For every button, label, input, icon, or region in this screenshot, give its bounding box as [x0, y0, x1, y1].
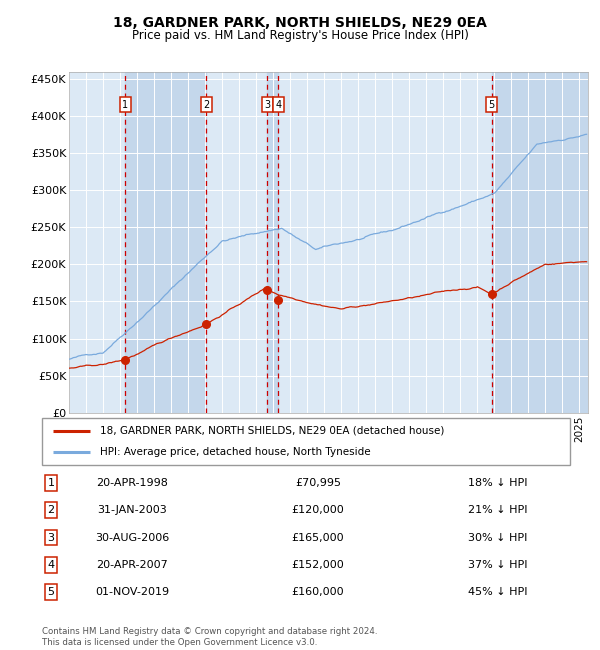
Text: 31-JAN-2003: 31-JAN-2003	[97, 505, 167, 515]
Text: 2: 2	[47, 505, 55, 515]
Text: 4: 4	[47, 560, 55, 570]
Text: Contains HM Land Registry data © Crown copyright and database right 2024.
This d: Contains HM Land Registry data © Crown c…	[42, 627, 377, 647]
Text: 5: 5	[47, 587, 55, 597]
Text: 37% ↓ HPI: 37% ↓ HPI	[468, 560, 527, 570]
Text: 21% ↓ HPI: 21% ↓ HPI	[468, 505, 527, 515]
Text: HPI: Average price, detached house, North Tyneside: HPI: Average price, detached house, Nort…	[100, 447, 371, 457]
Text: 30-AUG-2006: 30-AUG-2006	[95, 532, 169, 543]
Text: 45% ↓ HPI: 45% ↓ HPI	[468, 587, 527, 597]
Text: 20-APR-1998: 20-APR-1998	[96, 478, 168, 488]
Text: 1: 1	[122, 100, 128, 110]
Text: 18, GARDNER PARK, NORTH SHIELDS, NE29 0EA: 18, GARDNER PARK, NORTH SHIELDS, NE29 0E…	[113, 16, 487, 31]
Text: 3: 3	[265, 100, 271, 110]
Text: 1: 1	[47, 478, 55, 488]
Text: 01-NOV-2019: 01-NOV-2019	[95, 587, 169, 597]
Text: 2: 2	[203, 100, 209, 110]
Text: £160,000: £160,000	[292, 587, 344, 597]
FancyBboxPatch shape	[42, 418, 570, 465]
Bar	[125, 72, 206, 413]
Bar	[268, 72, 278, 413]
Text: Price paid vs. HM Land Registry's House Price Index (HPI): Price paid vs. HM Land Registry's House …	[131, 29, 469, 42]
Text: 5: 5	[488, 100, 495, 110]
Text: £120,000: £120,000	[292, 505, 344, 515]
Text: £70,995: £70,995	[295, 478, 341, 488]
Text: 30% ↓ HPI: 30% ↓ HPI	[468, 532, 527, 543]
Bar	[491, 72, 588, 413]
Text: £152,000: £152,000	[292, 560, 344, 570]
Text: 4: 4	[275, 100, 281, 110]
Text: 18% ↓ HPI: 18% ↓ HPI	[468, 478, 527, 488]
Text: 18, GARDNER PARK, NORTH SHIELDS, NE29 0EA (detached house): 18, GARDNER PARK, NORTH SHIELDS, NE29 0E…	[100, 426, 445, 436]
Text: £165,000: £165,000	[292, 532, 344, 543]
Text: 3: 3	[47, 532, 55, 543]
Text: 20-APR-2007: 20-APR-2007	[96, 560, 168, 570]
